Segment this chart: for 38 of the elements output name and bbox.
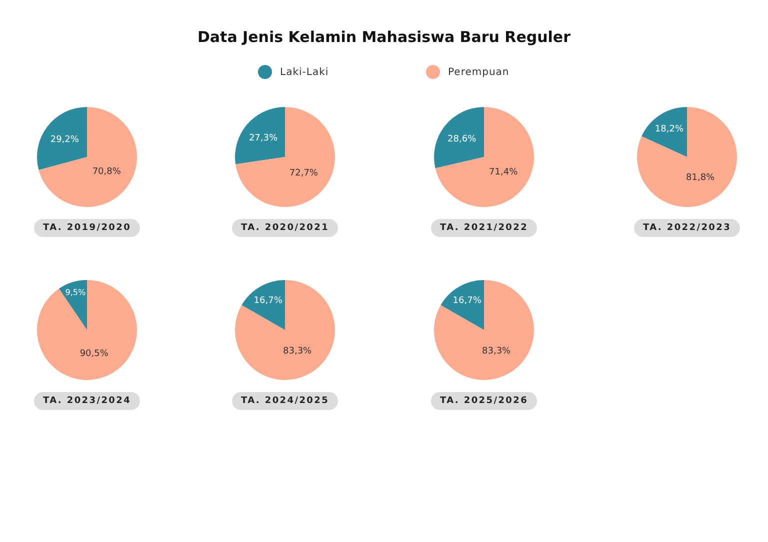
data-label: 81,8% [686, 173, 716, 184]
text: TA. 2025/2026 [431, 392, 537, 410]
data-label: 27,3% [248, 133, 278, 144]
pie-slice [242, 280, 285, 330]
pie-slice [235, 107, 285, 164]
pie-slice [434, 280, 534, 380]
text: TA. 2022/2023 [634, 219, 740, 237]
pie-slice [58, 280, 87, 330]
data-label: 70,8% [92, 167, 122, 178]
pie-slice [435, 107, 534, 207]
data-label: 28,6% [448, 134, 477, 145]
data-label: 83,3% [283, 346, 312, 357]
data-label: 72,7% [289, 168, 318, 178]
text: TA. 2023/2024 [34, 392, 140, 410]
text: TA. 2020/2021 [232, 219, 338, 237]
legend-label: Perempuan [448, 66, 510, 78]
pie-slice [37, 107, 87, 170]
text: TA. 2024/2025 [232, 392, 338, 410]
data-label: 18,2% [654, 124, 684, 135]
data-label: 71,4% [489, 168, 518, 178]
chart-title: Data Jenis Kelamin Mahasiswa Baru Reguler [196, 28, 572, 46]
pie-slice [37, 280, 137, 380]
pie-slice [440, 280, 484, 330]
pie-slice [637, 107, 737, 207]
data-label: 29,2% [50, 135, 80, 146]
pie-slice [235, 280, 335, 380]
legend-label: Laki-Laki [280, 66, 329, 78]
pie-slice [641, 107, 687, 157]
data-label: 83,3% [482, 346, 512, 357]
data-label: 16,7% [452, 296, 482, 306]
data-label: 16,7% [254, 296, 283, 306]
text: TA. 2021/2022 [431, 219, 537, 237]
data-label: 9,5% [65, 288, 86, 297]
pie-slice [434, 107, 484, 168]
pie-slice [38, 107, 137, 207]
text: TA. 2019/2020 [34, 219, 140, 237]
pie-slice [236, 107, 335, 207]
data-label: 90,5% [80, 348, 109, 359]
